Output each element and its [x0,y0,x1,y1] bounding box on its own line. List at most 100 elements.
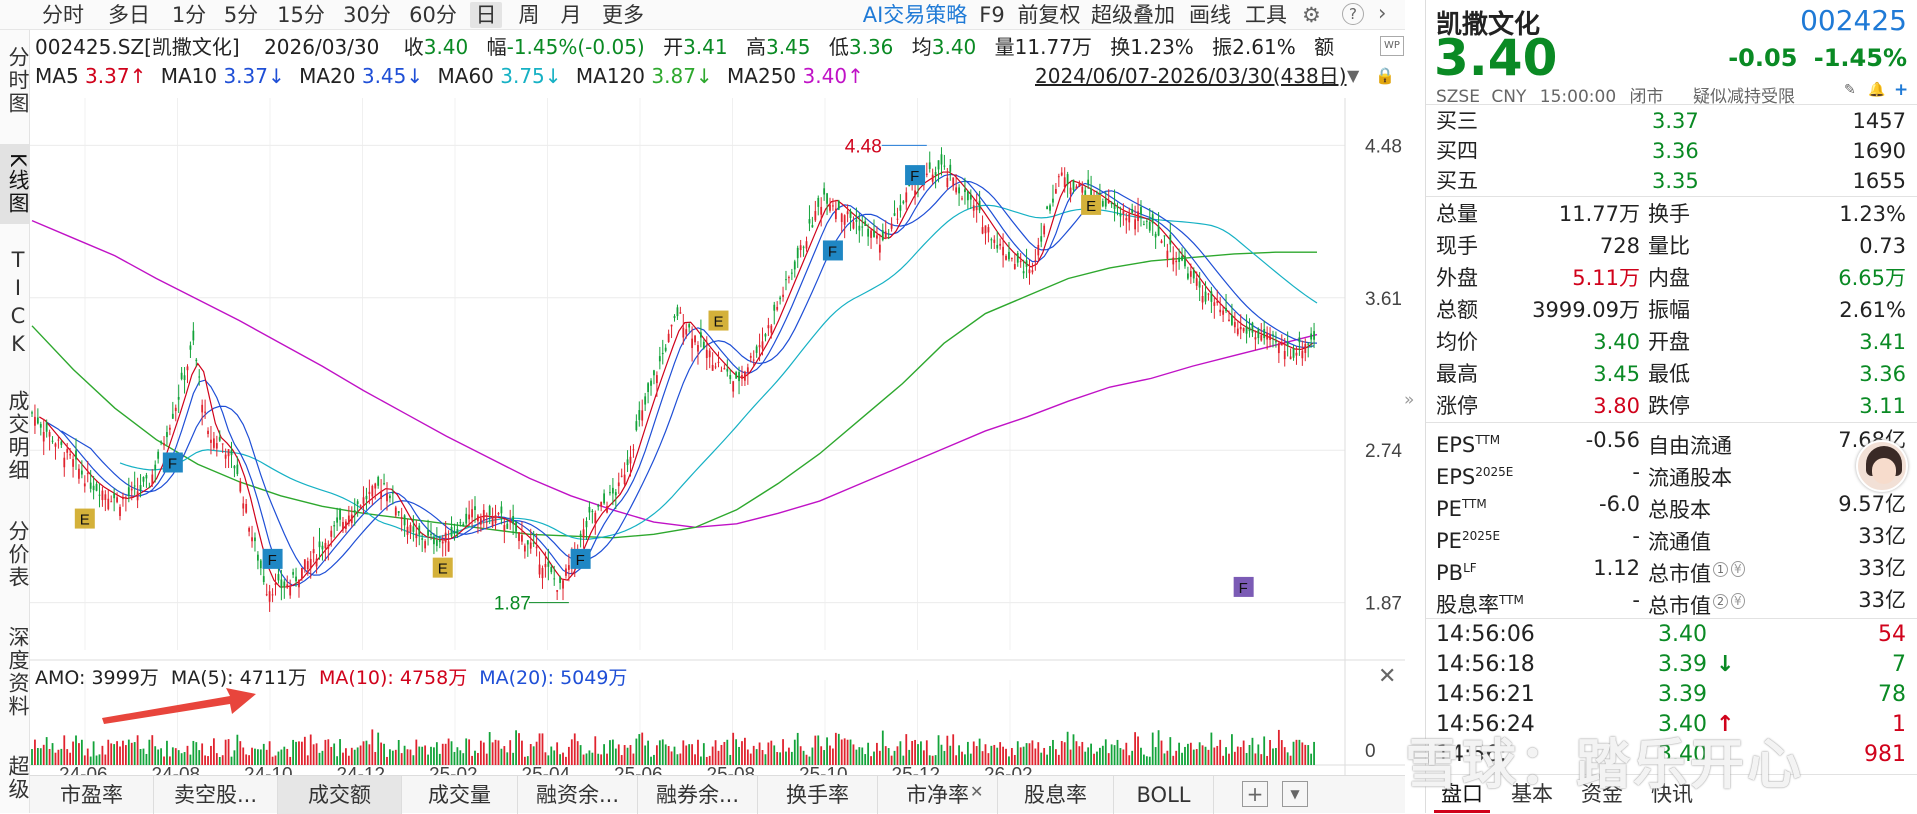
add-watchlist-icon[interactable]: + [1894,80,1909,100]
f9-button[interactable]: F9 [979,3,1005,27]
help-icon[interactable]: ? [1342,3,1364,25]
tab-pb[interactable]: 市净率 [878,776,998,814]
period-month[interactable]: 月 [560,3,582,27]
open-value: 3.41 [683,35,728,59]
tab-pe[interactable]: 市盈率 [30,776,154,814]
candle-body [1131,208,1134,213]
collapse-panel-icon[interactable]: » [1404,390,1415,410]
date-range-selector[interactable]: 2024/06/07-2026/03/30(438日) [1035,64,1347,88]
candle-body [650,380,652,386]
candle-body [562,580,564,589]
candle-body [1128,213,1131,223]
candle-body [424,541,427,549]
adjust-button[interactable]: 前复权 [1017,3,1081,27]
tab-amount[interactable]: 成交额 [278,776,402,814]
kline-chart[interactable]: 4.48 3.61 2.74 1.87 0 4.48 1.87 E F F E F E F F E F 24-06… [30,90,1405,775]
candle-body [142,477,145,482]
candle-body [1005,255,1007,260]
period-more[interactable]: 更多 [602,3,644,27]
volume-bar [814,735,817,765]
candle-body [86,473,89,475]
draw-line-button[interactable]: 画线 [1189,3,1231,27]
candle-body [591,510,594,512]
candle-body [1245,326,1248,334]
candle-body [811,225,814,228]
chevron-right-icon[interactable]: › [1378,1,1387,25]
bell-icon[interactable]: 🔔 [1868,82,1886,98]
close-volume-icon[interactable]: ✕ [1378,664,1397,689]
period-5min[interactable]: 5分 [223,3,259,27]
period-1min[interactable]: 1分 [171,3,207,27]
candle-body [1081,186,1084,193]
candle-body [1169,234,1172,245]
candle-body [474,506,476,511]
overlay-button[interactable]: 超级叠加 [1091,3,1175,27]
nav-kline[interactable]: K线图 [0,144,30,224]
volume-bar [585,753,588,765]
tab-margin-balance[interactable]: 融资余... [518,776,638,814]
nav-trade-detail[interactable]: 成交明细 [6,390,30,482]
tab-boll[interactable]: BOLL [1114,776,1214,814]
candle-body [1037,244,1040,256]
period-duori[interactable]: 多日 [108,3,150,27]
candle-body [876,235,878,239]
candle-body [39,424,42,428]
volume-bar [242,747,245,765]
volume-bar [403,745,406,765]
tab-news[interactable]: 快讯 [1651,782,1693,806]
candle-body [36,417,39,424]
ai-strategy-button[interactable]: AI交易策略 [862,3,968,27]
period-30min[interactable]: 30分 [343,3,391,27]
amo-label: AMO: 3999万 [35,667,159,689]
candle-body [1163,235,1166,237]
tab-basic[interactable]: 基本 [1511,782,1553,806]
stats-row: 现手 728 量比 0.73 [1426,230,1917,262]
candle-body [1078,182,1081,187]
candle-body [644,396,647,405]
open-label: 开 [663,35,684,59]
settings-gear-icon[interactable]: ⚙ [1302,3,1321,27]
candle-body [931,174,934,182]
nav-tick[interactable]: TICK [6,248,30,360]
tab-fund-flow[interactable]: 资金 [1581,782,1623,806]
volume-bar [468,739,471,765]
candle-body [899,205,902,211]
tab-short-balance[interactable]: 融券余... [638,776,758,814]
candle-body [83,483,86,487]
lock-icon[interactable]: 🔒 [1375,66,1395,85]
nav-super[interactable]: 超级 [6,755,30,801]
add-indicator-icon[interactable]: + [1242,781,1268,807]
tab-dividend[interactable]: 股息率 [998,776,1114,814]
fund-value: - [1632,460,1640,484]
range-dropdown-icon[interactable]: ▼ [1347,66,1360,85]
volume-bar [826,737,828,765]
period-60min[interactable]: 60分 [409,3,457,27]
stat-label: 振幅 [1648,298,1690,322]
period-day[interactable]: 日 [470,2,502,28]
tab-short-sell[interactable]: 卖空股... [154,776,278,814]
tab-turnover[interactable]: 换手率 [758,776,878,814]
period-fenshi[interactable]: 分时 [42,3,84,27]
close-tab-icon[interactable]: ✕ [970,782,984,801]
nav-depth-info[interactable]: 深度资料 [6,626,30,718]
tick-row: 14:56:18 3.39 ↓ 7 [1426,650,1917,680]
order-label: 买三 [1436,109,1478,133]
volume-bar [934,755,937,765]
period-week[interactable]: 周 [518,3,540,27]
volume-bar [391,750,394,765]
candle-body [154,464,157,470]
candle-body [497,512,500,515]
candle-body [793,261,796,270]
tab-orderbook[interactable]: 盘口 [1434,775,1490,813]
assistant-avatar[interactable] [1856,440,1908,492]
nav-fenshi[interactable]: 分时图 [6,45,30,115]
edit-icon[interactable]: ✎ [1844,82,1856,98]
candle-body [195,359,198,362]
nav-price-table[interactable]: 分价表 [6,519,30,589]
period-15min[interactable]: 15分 [277,3,325,27]
chevron-down-icon[interactable]: ▼ [1282,781,1308,807]
volume-bar [160,748,162,765]
window-mode-icon[interactable]: WP [1380,36,1404,56]
tools-button[interactable]: 工具 [1245,3,1287,27]
tab-volume[interactable]: 成交量 [402,776,518,814]
